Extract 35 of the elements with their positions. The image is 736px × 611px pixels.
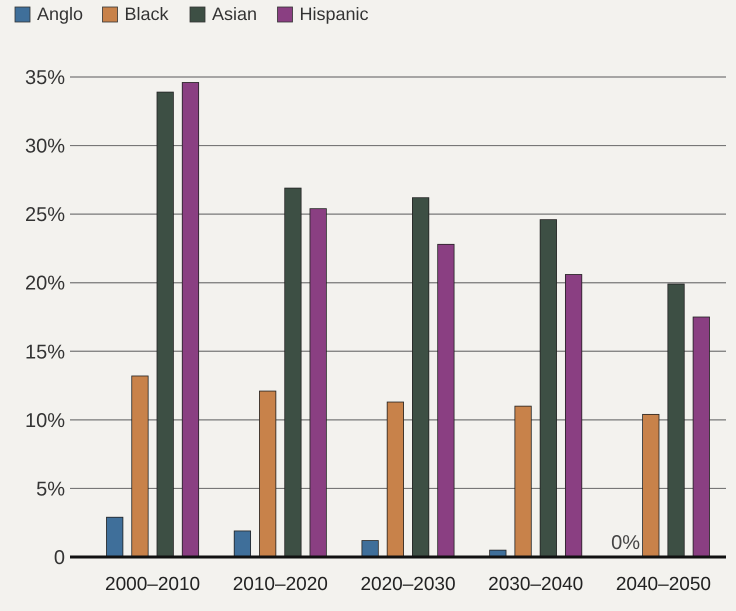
legend-label: Hispanic [300, 4, 369, 24]
bar [106, 516, 124, 558]
bar [564, 274, 582, 558]
bar [182, 82, 200, 558]
y-tick-label: 25% [24, 204, 66, 226]
bar [667, 284, 685, 558]
annotation: 0% [611, 532, 640, 554]
bar [284, 188, 302, 558]
bar [131, 376, 149, 558]
bar [234, 530, 252, 558]
y-tick-label: 0 [54, 547, 65, 569]
y-tick-label: 20% [24, 272, 66, 295]
bar [642, 414, 660, 558]
bar [310, 208, 327, 558]
x-tick-label: 2010–2020 [232, 574, 328, 595]
bar [692, 316, 710, 558]
y-tick-label: 10% [24, 410, 66, 432]
legend-label: Asian [212, 4, 258, 24]
legend-label: Black [124, 4, 170, 24]
legend-label: Anglo [37, 4, 84, 24]
y-tick-label: 35% [24, 67, 66, 89]
y-tick-label: 5% [36, 478, 66, 500]
bar [259, 390, 276, 558]
x-tick-label: 2020–2030 [360, 574, 456, 595]
y-tick-label: 15% [24, 341, 66, 364]
bar [514, 406, 532, 558]
bar [540, 219, 557, 558]
x-tick-label: 2000–2010 [105, 574, 200, 595]
y-tick-label: 30% [24, 136, 66, 158]
bar [412, 197, 430, 558]
bar [437, 244, 454, 558]
x-tick-label: 2030–2040 [488, 574, 584, 595]
bar [156, 92, 174, 558]
bar [386, 402, 404, 558]
x-tick-label: 2040–2050 [616, 574, 711, 595]
